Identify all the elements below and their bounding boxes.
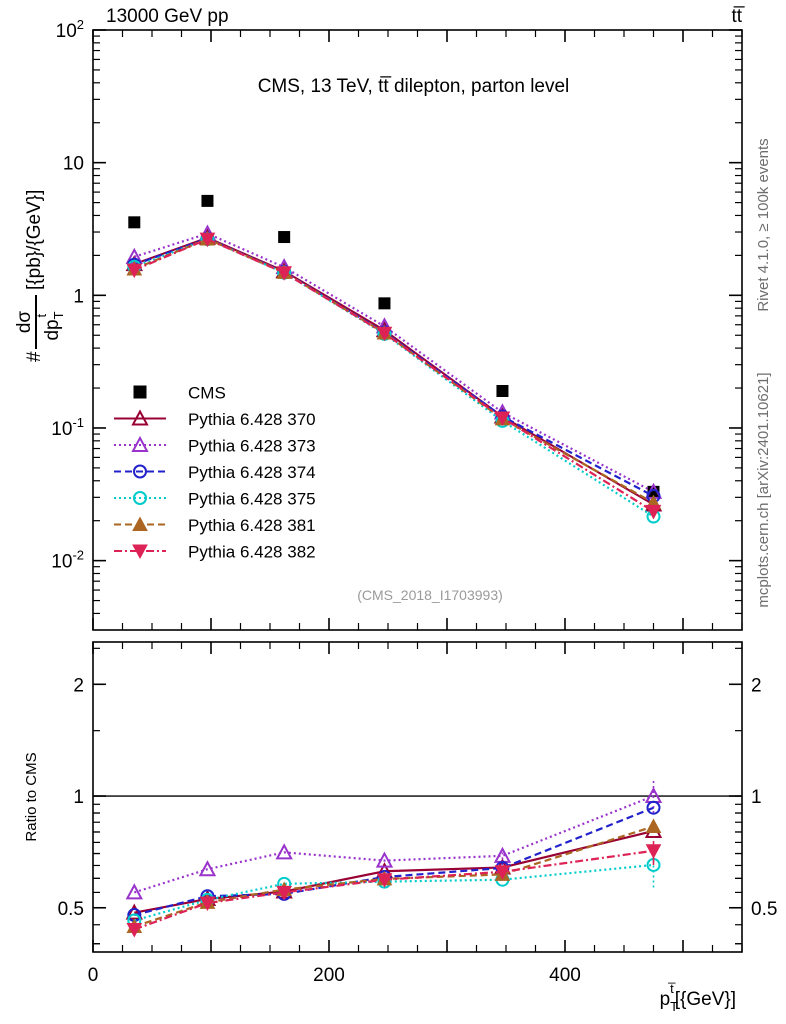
main-ytick-label: 102 [56, 17, 84, 42]
series-pythia-6-428-382 [126, 232, 662, 520]
data-marker-triangle-down [494, 411, 511, 427]
legend-item[interactable]: Pythia 6.428 373 [114, 435, 316, 456]
data-marker-triangle-up [275, 843, 293, 860]
legend-item[interactable]: Pythia 6.428 381 [114, 516, 316, 535]
data-marker-circle [133, 491, 147, 505]
legend-label: Pythia 6.428 381 [188, 516, 316, 535]
ratio-series-pythia-6-428-373 [125, 780, 663, 900]
xtick-label: 400 [549, 965, 581, 986]
data-marker-square [496, 384, 509, 397]
legend-label: Pythia 6.428 374 [188, 463, 316, 482]
main-y-ticks: 102 10 1 10-1 10-2 [51, 17, 742, 615]
x-axis-label: pTt̅[{GeV}] [660, 981, 736, 1014]
ratio-panel-frame [92, 641, 743, 953]
data-marker-square [133, 385, 147, 399]
data-marker-triangle-down [126, 263, 143, 279]
main-y-axis-label: # dσ dpTt̅ [{pb}/{GeV}] [14, 190, 66, 362]
legend-item[interactable]: Pythia 6.428 370 [114, 409, 316, 429]
svg-text:#: # [24, 351, 45, 362]
data-marker-triangle-down [276, 266, 292, 281]
main-series-group [125, 194, 663, 524]
legend-label: CMS [188, 384, 226, 403]
series-line [133, 237, 655, 497]
data-marker-square [378, 297, 391, 310]
svg-text:102: 102 [56, 17, 84, 42]
analysis-watermark: (CMS_2018_I1703993) [357, 587, 503, 603]
ratio-ytick-label-left: 0.5 [58, 899, 84, 920]
series-line [133, 232, 655, 493]
side-text-mcplots: mcplots.cern.ch [arXiv:2401.10621] [755, 372, 772, 607]
ratio-line [134, 806, 654, 917]
legend-item[interactable]: Pythia 6.428 374 [114, 463, 316, 482]
legend-label: Pythia 6.428 373 [188, 437, 316, 456]
legend-label: Pythia 6.428 370 [188, 410, 316, 429]
data-marker-triangle-down [645, 504, 662, 520]
legend-item[interactable]: Pythia 6.428 375 [114, 490, 316, 509]
svg-text:10: 10 [63, 154, 84, 175]
page-title: CMS, 13 TeV, tt̅ dilepton, parton level [258, 76, 570, 97]
svg-text:dpTt̅: dpTt̅ [34, 311, 66, 340]
ratio-ytick-label-left: 1 [73, 787, 84, 808]
ratio-ytick-label-right: 1 [751, 787, 762, 808]
ratio-y-axis-label: Ratio to CMS [23, 752, 40, 841]
legend-label: Pythia 6.428 375 [188, 490, 316, 509]
data-marker-triangle-down [132, 544, 148, 560]
ratio-line [133, 825, 654, 928]
data-marker-triangle-down [276, 885, 292, 901]
header-process: tt̅ [731, 6, 745, 27]
data-marker-triangle-down [645, 844, 662, 859]
series-line [133, 236, 655, 506]
data-marker-triangle-up [375, 851, 394, 868]
data-marker-triangle-up [198, 860, 217, 877]
series-line [133, 237, 655, 513]
svg-text:dσ: dσ [14, 311, 35, 334]
header-beam-info: 13000 GeV pp [106, 6, 229, 27]
svg-text:10-1: 10-1 [51, 415, 84, 440]
data-marker-circle [646, 800, 661, 815]
side-text-rivet: Rivet 4.1.0, ≥ 100k events [755, 138, 772, 311]
ratio-ytick-label-right: 2 [751, 675, 762, 696]
main-ytick-label: 1 [73, 286, 84, 307]
svg-text:[{pb}/{GeV}]: [{pb}/{GeV}] [24, 190, 45, 290]
data-marker-triangle-up [125, 883, 143, 900]
data-marker-triangle-down [376, 326, 393, 342]
x-ticks: 0 200 400 [88, 30, 743, 986]
svg-text:10-2: 10-2 [51, 548, 84, 573]
data-marker-triangle-down [376, 873, 393, 888]
xtick-label: 0 [88, 965, 99, 986]
ratio-ytick-label-right: 0.5 [751, 899, 777, 920]
data-marker-triangle-up [132, 516, 148, 531]
xtick-label: 200 [313, 965, 345, 986]
main-ytick-label: 10-1 [51, 415, 84, 440]
main-panel-frame [92, 29, 743, 631]
data-marker-triangle-up [645, 818, 662, 833]
data-marker-square [278, 231, 291, 244]
data-marker-square [201, 194, 214, 207]
data-marker-triangle-down [494, 865, 511, 880]
legend-item[interactable]: CMS [133, 384, 226, 403]
legend-item[interactable]: Pythia 6.428 382 [114, 543, 316, 562]
data-marker-square [128, 216, 141, 229]
data-marker-triangle-down [199, 232, 216, 248]
svg-text:pTt̅[{GeV}]: pTt̅[{GeV}] [660, 981, 736, 1014]
ratio-line [133, 795, 654, 894]
ratio-series-pythia-6-428-382 [126, 837, 662, 938]
main-ytick-label: 10-2 [51, 548, 84, 573]
data-marker-triangle-up [131, 409, 149, 426]
legend: CMS Pythia 6.428 370 Pythia 6.428 373 Pythi… [114, 384, 316, 562]
ratio-line [133, 849, 654, 931]
svg-text:1: 1 [73, 286, 84, 307]
data-marker-circle [133, 464, 147, 479]
data-marker-triangle-down [199, 896, 216, 912]
data-marker-triangle-down [126, 922, 143, 938]
ratio-line [134, 829, 654, 914]
ratio-ytick-label-left: 2 [73, 675, 84, 696]
ratio-series-group [125, 780, 663, 938]
ratio-series-pythia-6-428-375 [127, 845, 661, 928]
main-ytick-label: 10 [63, 154, 84, 175]
legend-label: Pythia 6.428 382 [188, 543, 316, 562]
data-marker-triangle-up [131, 435, 149, 452]
